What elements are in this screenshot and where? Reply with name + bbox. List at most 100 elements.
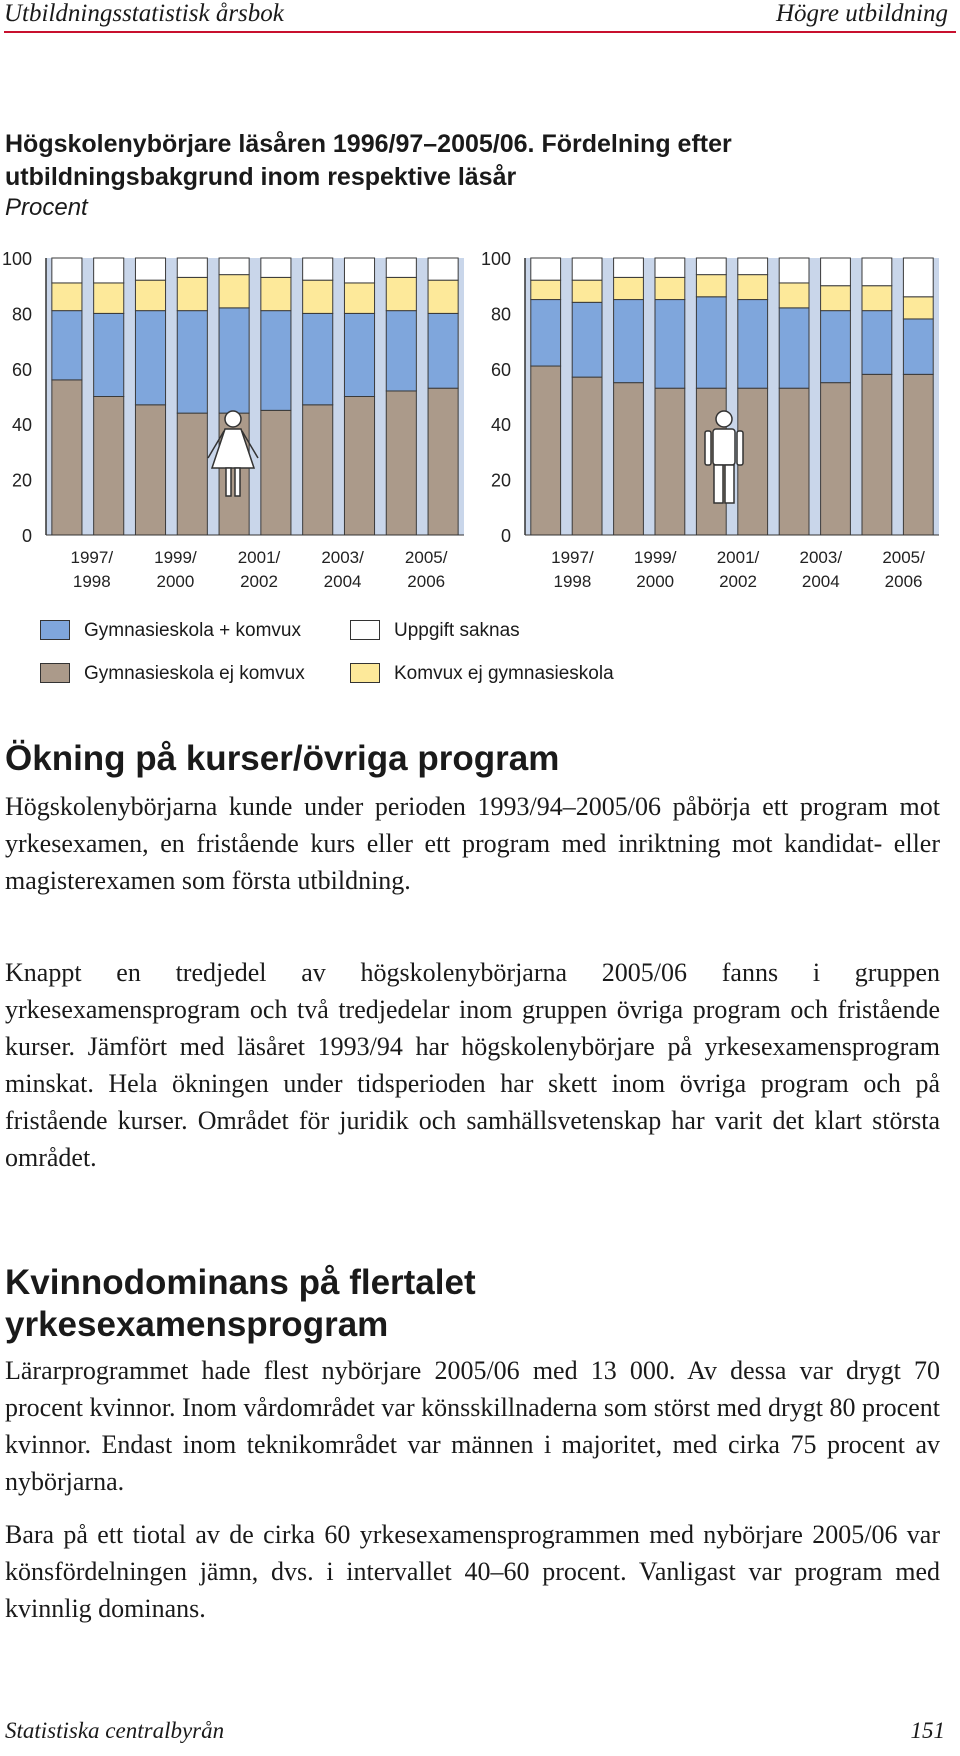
chart-1-y-tick-label: 80 xyxy=(12,304,32,324)
footer-publisher: Statistiska centralbyrån xyxy=(5,1718,225,1743)
chart-1-bar-segment xyxy=(93,282,125,314)
chart-1-bar-segment xyxy=(176,257,208,278)
chart-1-x-tick-label: 2001/ xyxy=(238,548,281,567)
chart-2-bar-segment xyxy=(861,310,893,375)
chart-1-bar-segment xyxy=(302,257,334,281)
chart-2-x-tick-label: 2004 xyxy=(802,572,840,591)
chart-2-x-tick-label: 2003/ xyxy=(800,548,843,567)
chart-2-x-tick-label: 2006 xyxy=(885,572,923,591)
chart-1-bar-segment xyxy=(260,310,292,411)
chart-2-bar-segment xyxy=(737,257,769,276)
legend-swatch xyxy=(40,620,70,640)
chart-1-x-tick-label: 2002 xyxy=(240,572,278,591)
chart-2-bar-segment xyxy=(778,307,810,389)
section2-heading: Kvinnodominans på flertalet yrkesexamens… xyxy=(5,1262,945,1346)
chart-1-x-tick-label: 2006 xyxy=(407,572,445,591)
section2-paragraph-2: Bara på ett tiotal av de cirka 60 yrkese… xyxy=(5,1520,940,1623)
chart-1-bar-segment xyxy=(51,257,83,284)
figure-title-line1: Högskolenybörjare läsåren 1996/97–2005/0… xyxy=(5,130,732,158)
chart-2-bar-segment xyxy=(695,296,727,389)
chart-2-bar-segment xyxy=(820,285,851,312)
chart-2-bar-segment xyxy=(902,296,934,320)
chart-2-x-tick-label: 2005/ xyxy=(882,548,925,567)
chart-1-y-tick-label: 40 xyxy=(12,415,32,435)
chart-1-bar-segment xyxy=(176,276,208,312)
page-number: 151 xyxy=(910,1718,946,1743)
chart-1-bar-segment xyxy=(343,282,376,314)
chart-1-y-tick-label: 100 xyxy=(2,249,32,269)
chart-2-bar-segment xyxy=(654,257,686,278)
chart-1-bar-segment xyxy=(302,312,334,406)
chart-1-bar-segment xyxy=(176,412,208,536)
chart-1-bar-segment xyxy=(260,257,292,278)
legend-swatch xyxy=(350,663,380,683)
chart-2-y-tick-label: 0 xyxy=(501,526,511,546)
chart-1-bar-segment xyxy=(260,276,292,312)
chart-1-bar-segment xyxy=(134,257,167,281)
chart-2-bar-segment xyxy=(778,282,810,309)
header-section-title: Högre utbildning xyxy=(776,0,948,27)
chart-1-x-tick-label: 2000 xyxy=(156,572,194,591)
section2-heading-line1: Kvinnodominans på flertalet xyxy=(5,1263,476,1302)
legend-label: Komvux ej gymnasieskola xyxy=(394,663,614,684)
legend-swatch xyxy=(40,663,70,683)
chart-2-bar-segment xyxy=(571,279,603,303)
stacked-bar-charts: 100 80 60 40 20 0 1997/1998 1999/2000 2001/2002 2… xyxy=(2,249,939,591)
section1-paragraph-2: Knappt en tredjedel av högskolenybörjarn… xyxy=(5,958,940,1172)
chart-2-x-tick-label: 2000 xyxy=(636,572,674,591)
chart-2-bar-segment xyxy=(902,257,934,298)
chart-2-y-tick-label: 60 xyxy=(491,360,511,380)
chart-1-bar-segment xyxy=(427,279,459,314)
chart-2-bar-segment xyxy=(695,257,727,276)
legend-label: Gymnasieskola ej komvux xyxy=(84,663,305,684)
chart-1-x-tick-label: 1997/ xyxy=(71,548,114,567)
chart-2-bar-segment xyxy=(737,299,769,389)
chart-1-bar-segment xyxy=(427,312,459,389)
chart-2-bar-segment xyxy=(778,257,810,284)
chart-1-bar-segment xyxy=(302,404,334,536)
figure-title: Högskolenybörjare läsåren 1996/97–2005/0… xyxy=(5,128,905,194)
chart-2-x-tick-label: 2001/ xyxy=(717,548,760,567)
chart-2-bar-segment xyxy=(820,310,851,384)
section1-paragraph-1: Högskolenybörjarna kunde under perioden … xyxy=(5,792,940,895)
chart-1-bar-segment xyxy=(385,257,417,278)
chart-1-bar-segment xyxy=(385,310,417,392)
section1-heading: Ökning på kurser/övriga program xyxy=(5,739,560,778)
chart-1-y-tick-label: 0 xyxy=(22,526,32,546)
chart-1-y-tick-label: 20 xyxy=(12,471,32,491)
chart-2-bar-segment xyxy=(530,257,562,281)
legend-label: Uppgift saknas xyxy=(394,620,520,641)
chart-2-y-tick-label: 100 xyxy=(481,249,511,269)
chart-1-x-tick-label: 1998 xyxy=(73,572,111,591)
chart-1-bar-segment xyxy=(218,257,250,276)
chart-1-bar-segment xyxy=(427,387,459,536)
chart-1-bar-segment xyxy=(302,279,334,314)
chart-1-bar-segment xyxy=(176,310,208,414)
man-icon xyxy=(704,410,744,504)
chart-2-y-tick-label: 20 xyxy=(491,471,511,491)
chart-2-x-tick-label: 1999/ xyxy=(634,548,677,567)
chart-2-bar-segment xyxy=(902,318,934,375)
chart-1-bar-segment xyxy=(427,257,459,281)
chart-1-bar-segment xyxy=(260,409,292,536)
woman-icon xyxy=(207,410,259,497)
chart-1-x-tick-label: 1999/ xyxy=(154,548,197,567)
chart-1-bar-segment xyxy=(51,282,83,312)
chart-1-bar-segment xyxy=(218,307,250,414)
section2-heading-line2: yrkesexamensprogram xyxy=(5,1305,389,1344)
chart-1-bar-segment xyxy=(93,396,125,536)
chart-1-bar-segment xyxy=(134,279,167,312)
chart-1-bar-segment xyxy=(343,257,376,284)
chart-2-bar-segment xyxy=(820,257,851,287)
legend-label: Gymnasieskola + komvux xyxy=(84,620,301,641)
chart-2-bar-segment xyxy=(778,387,810,536)
chart-2-bar-segment xyxy=(861,257,893,287)
chart-1-bar-segment xyxy=(51,310,83,381)
chart-2-x-tick-label: 2002 xyxy=(719,572,757,591)
chart-2-bar-segment xyxy=(571,376,603,536)
chart-2-bar-segment xyxy=(902,373,934,536)
chart-1-bar-segment xyxy=(93,257,125,284)
chart-2-bar-segment xyxy=(861,285,893,312)
chart-2-bar-segment xyxy=(613,276,644,301)
chart-1-y-tick-label: 60 xyxy=(12,360,32,380)
